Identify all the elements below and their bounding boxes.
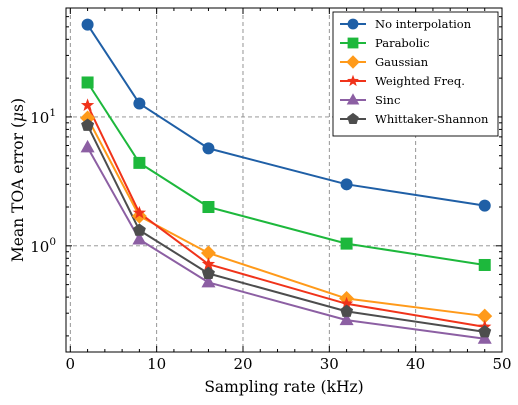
legend-label-whittaker-shannon: Whittaker-Shannon <box>375 112 489 126</box>
legend-box <box>332 11 499 137</box>
data-point-whittaker-shannon <box>201 266 215 279</box>
data-point-gaussian <box>200 245 216 261</box>
y-axis-label-prefix: Mean TOA error ( <box>9 122 27 262</box>
data-point-weighted-freq <box>80 98 95 111</box>
data-point-whittaker-shannon <box>132 223 146 236</box>
data-point-parabolic <box>478 258 491 271</box>
data-point-weighted-freq <box>201 257 216 270</box>
y-axis-label-mu: μ <box>9 112 27 122</box>
data-point-no-interpolation <box>340 178 353 191</box>
legend-marker-no-interpolation <box>347 18 359 30</box>
x-tick-labels: 0 10 20 30 40 50 <box>66 355 512 373</box>
data-point-parabolic <box>133 156 146 169</box>
series-line-weighted-freq <box>86 104 485 328</box>
y-axis-label: Mean TOA error (μs) <box>9 98 27 262</box>
legend-label-gaussian: Gaussian <box>375 55 429 69</box>
data-point-sinc <box>132 231 147 245</box>
data-point-weighted-freq <box>339 296 354 310</box>
x-tick-label: 40 <box>406 355 425 373</box>
legend-label-sinc: Sinc <box>375 93 400 107</box>
data-point-parabolic <box>81 76 94 89</box>
axis-ticks <box>66 7 503 352</box>
data-point-whittaker-shannon <box>340 304 354 317</box>
x-tick-label: 0 <box>66 355 76 373</box>
data-point-whittaker-shannon <box>478 325 492 338</box>
series-markers <box>80 18 493 344</box>
data-point-gaussian <box>477 308 493 324</box>
data-point-sinc <box>339 312 354 326</box>
data-point-parabolic <box>202 201 215 214</box>
y-tick-label: 100 <box>30 236 56 256</box>
y-tick-labels: 100 101 <box>30 107 56 256</box>
data-point-sinc <box>477 331 492 344</box>
x-tick-label: 50 <box>492 355 511 373</box>
y-axis-label-suffix: s) <box>9 98 27 112</box>
data-point-no-interpolation <box>81 18 94 31</box>
data-point-sinc <box>201 274 216 288</box>
legend-label-parabolic: Parabolic <box>375 36 430 50</box>
legend-marker-gaussian <box>346 55 360 69</box>
x-axis-label: Sampling rate (kHz) <box>204 378 363 396</box>
legend-marker-whittaker-shannon <box>347 112 359 124</box>
legend: No interpolation Parabolic Gaussian Weighte… <box>332 11 499 137</box>
data-point-no-interpolation <box>133 97 146 110</box>
x-tick-label: 10 <box>147 355 166 373</box>
legend-marker-sinc <box>346 93 360 105</box>
legend-marker-parabolic <box>347 37 359 49</box>
x-tick-label: 30 <box>320 355 339 373</box>
data-point-sinc <box>80 139 95 153</box>
y-tick-label: 101 <box>30 107 56 127</box>
data-point-whittaker-shannon <box>81 118 95 131</box>
data-point-parabolic <box>340 237 353 250</box>
legend-label-no-interpolation: No interpolation <box>375 17 472 31</box>
plot-frame <box>65 7 503 353</box>
data-point-no-interpolation <box>478 199 491 212</box>
x-tick-label: 20 <box>233 355 252 373</box>
series-line-sinc <box>86 146 485 340</box>
legend-label-weighted-freq: Weighted Freq. <box>375 74 465 88</box>
data-point-weighted-freq <box>132 205 147 219</box>
legend-marker-weighted-freq <box>347 74 359 87</box>
data-point-no-interpolation <box>202 142 215 155</box>
